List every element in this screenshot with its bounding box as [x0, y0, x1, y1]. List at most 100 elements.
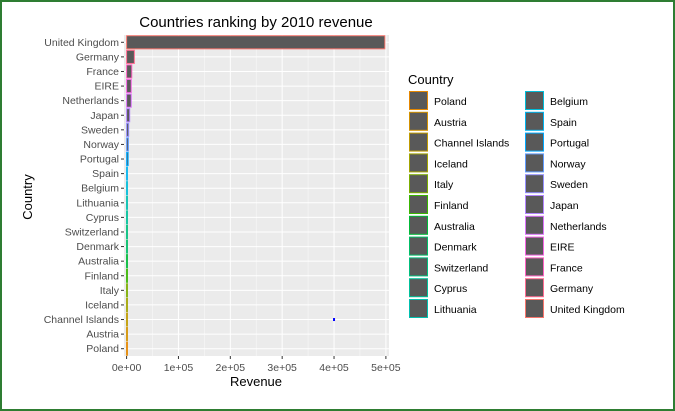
legend-label: Spain	[550, 117, 577, 129]
legend-items: Poland Austria Channel Islands Iceland Italy…	[409, 91, 625, 318]
legend-label: United Kingdom	[550, 304, 625, 316]
bar	[126, 137, 129, 152]
y-tick-label: Austria	[86, 329, 119, 341]
plot-panel	[124, 35, 389, 356]
bar	[126, 341, 128, 356]
legend-label: Belgium	[550, 96, 588, 108]
y-tick-label: Germany	[76, 51, 120, 63]
y-tick-label: Iceland	[85, 299, 119, 311]
bar	[126, 312, 128, 327]
y-tick-label: Japan	[90, 110, 119, 122]
y-tick-label: EIRE	[94, 81, 119, 93]
bar	[126, 122, 130, 137]
legend-label: EIRE	[550, 242, 575, 254]
legend-key-swatch	[409, 132, 428, 152]
y-tick-label: Finland	[85, 270, 120, 282]
y-tick-label: Denmark	[76, 241, 119, 253]
legend-label: Finland	[434, 200, 469, 212]
legend: Country Poland Austria Channel Islands Icel…	[408, 72, 625, 318]
legend-key-swatch	[525, 153, 544, 173]
legend-label: Cyprus	[434, 283, 467, 295]
y-tick-label: Spain	[92, 168, 119, 180]
bar	[126, 195, 128, 210]
bar	[126, 254, 128, 269]
grid-minor	[152, 35, 361, 356]
y-tick-label: Lithuania	[76, 197, 119, 209]
legend-label: Netherlands	[550, 221, 607, 233]
bar	[126, 283, 128, 298]
legend-label: Italy	[434, 179, 454, 191]
legend-label: Japan	[550, 200, 579, 212]
y-axis-title: Country	[20, 174, 35, 220]
y-axis: United Kingdom Germany France EIRE Netherlan…	[44, 37, 124, 355]
y-tick-label: Australia	[78, 256, 119, 268]
bar	[126, 268, 128, 283]
legend-label: Denmark	[434, 242, 477, 254]
legend-label: Sweden	[550, 179, 588, 191]
y-tick-label: Poland	[86, 343, 119, 355]
legend-label: Germany	[550, 283, 594, 295]
legend-label: France	[550, 262, 583, 274]
legend-label: Austria	[434, 117, 467, 129]
x-tick-label: 3e+05	[267, 362, 297, 374]
legend-label: Poland	[434, 96, 467, 108]
x-tick-label: 2e+05	[216, 362, 246, 374]
y-tick-label: Sweden	[81, 124, 119, 136]
legend-label: Switzerland	[434, 262, 488, 274]
stray-point	[333, 318, 336, 322]
legend-key-swatch	[409, 195, 428, 214]
legend-key-swatch	[525, 278, 544, 298]
legend-key-swatch	[525, 299, 544, 318]
bar	[126, 224, 128, 240]
x-tick-label: 1e+05	[164, 362, 194, 374]
legend-label: Iceland	[434, 158, 468, 170]
y-tick-label: Switzerland	[65, 226, 119, 238]
bar	[126, 210, 128, 225]
legend-key-swatch	[525, 195, 544, 214]
bar	[126, 181, 128, 196]
x-tick-label: 5e+05	[371, 362, 401, 374]
legend-key-swatch	[525, 91, 544, 110]
bar	[126, 166, 128, 181]
x-axis: 0e+00 1e+05 2e+05 3e+05 4e+05 5e+05	[112, 356, 401, 374]
chart-title: Countries ranking by 2010 revenue	[139, 14, 372, 31]
y-tick-label: United Kingdom	[44, 37, 119, 49]
legend-key-swatch	[409, 257, 428, 277]
bar	[126, 93, 132, 108]
bar	[126, 239, 128, 254]
stray-point-layer	[333, 318, 336, 322]
x-tick-label: 0e+00	[112, 362, 142, 374]
legend-key-swatch	[409, 174, 428, 194]
y-tick-label: Channel Islands	[44, 314, 119, 326]
y-tick-label: France	[86, 66, 119, 78]
legend-label: Channel Islands	[434, 138, 509, 150]
legend-key-swatch	[409, 278, 428, 298]
bar	[126, 327, 128, 342]
bar	[126, 79, 132, 94]
bar	[126, 35, 386, 50]
legend-key-swatch	[525, 111, 544, 131]
y-tick-label: Belgium	[81, 183, 119, 195]
bars	[126, 35, 386, 356]
legend-key-swatch	[525, 215, 544, 235]
bar	[126, 151, 129, 167]
legend-key-swatch	[409, 299, 428, 318]
bar	[126, 49, 135, 64]
legend-key-swatch	[525, 236, 544, 256]
legend-key-swatch	[409, 153, 428, 173]
bar	[126, 108, 131, 123]
y-tick-label: Italy	[100, 285, 120, 297]
legend-key-swatch	[409, 91, 428, 110]
legend-key-swatch	[409, 111, 428, 131]
legend-key-swatch	[409, 215, 428, 235]
legend-key-swatch	[525, 257, 544, 277]
bar	[126, 297, 128, 312]
y-tick-label: Cyprus	[86, 212, 119, 224]
x-axis-title: Revenue	[230, 374, 282, 389]
legend-title: Country	[408, 72, 454, 87]
bar	[126, 64, 133, 79]
x-tick-label: 4e+05	[319, 362, 349, 374]
legend-key-swatch	[525, 132, 544, 152]
legend-label: Australia	[434, 221, 475, 233]
